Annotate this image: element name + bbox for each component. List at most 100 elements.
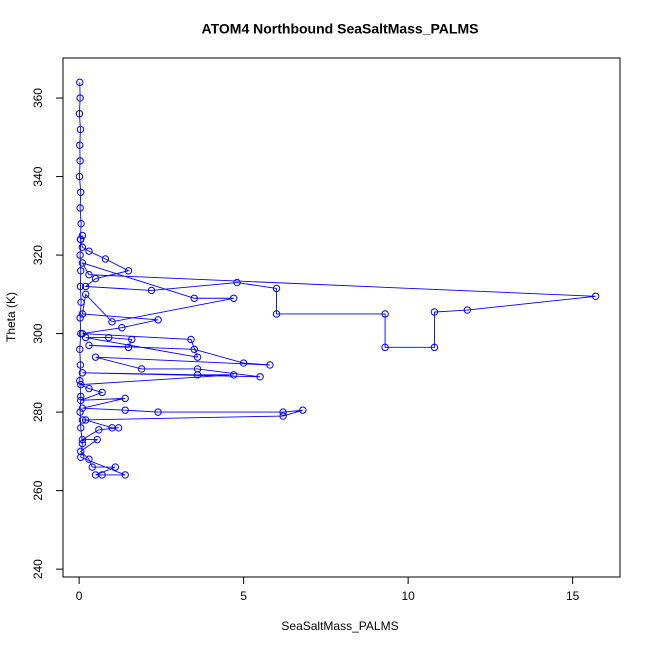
x-tick-label: 15: [566, 589, 580, 603]
data-point: [82, 333, 90, 342]
data-point: [137, 365, 146, 373]
data-point: [91, 274, 100, 283]
data-point: [78, 416, 87, 424]
data-point: [272, 284, 281, 293]
data-point: [256, 373, 264, 381]
data-point: [77, 392, 85, 401]
data-point: [76, 408, 84, 416]
data-point: [279, 408, 287, 416]
data-point: [85, 341, 93, 350]
data-point: [430, 308, 439, 316]
data-point: [98, 471, 106, 479]
data-point: [230, 371, 238, 379]
data-point: [591, 292, 600, 301]
data-point: [105, 333, 113, 342]
data-point: [154, 316, 162, 324]
data-point: [193, 371, 202, 379]
data-point: [128, 335, 136, 344]
data-point: [78, 435, 87, 444]
data-point: [91, 353, 100, 361]
data-point: [85, 455, 93, 463]
data-point: [121, 471, 129, 479]
data-point: [124, 343, 133, 352]
data-point: [233, 278, 241, 287]
data-point: [77, 453, 85, 461]
data-point: [88, 463, 96, 471]
data-point: [76, 345, 84, 353]
data-point: [77, 396, 85, 405]
data-point: [82, 416, 90, 424]
data-point: [78, 231, 87, 240]
data-point: [279, 412, 287, 420]
data-point: [121, 406, 129, 414]
data-point: [76, 78, 84, 87]
data-point: [190, 294, 198, 302]
data-point: [299, 406, 307, 414]
data-point: [75, 110, 84, 118]
y-tick-label: 260: [31, 480, 45, 500]
data-point: [78, 259, 87, 267]
data-point: [76, 361, 85, 369]
data-point: [193, 365, 202, 373]
data-point: [147, 286, 156, 295]
data-point: [77, 424, 85, 432]
y-axis-title: Theta (K): [4, 292, 18, 342]
data-point: [124, 267, 133, 275]
data-point: [463, 306, 472, 314]
y-tick-label: 240: [31, 559, 45, 579]
data-point: [77, 298, 85, 306]
data-line: [78, 82, 596, 476]
data-point: [76, 251, 84, 259]
data-point: [78, 369, 87, 377]
data-point: [381, 310, 389, 318]
data-point: [266, 361, 274, 369]
data-point: [75, 172, 84, 181]
data-point: [82, 290, 90, 299]
data-point: [85, 384, 93, 393]
data-point: [118, 324, 126, 332]
plot-frame: [62, 57, 621, 578]
x-tick-label: 5: [240, 589, 247, 603]
data-point: [95, 426, 103, 434]
data-point: [77, 267, 85, 275]
data-point: [77, 219, 85, 228]
data-point: [76, 314, 84, 322]
data-point: [78, 404, 87, 412]
data-point: [101, 255, 110, 263]
data-point: [272, 310, 281, 318]
data-point: [239, 359, 248, 367]
data-point: [190, 345, 198, 353]
x-axis-title: SeaSaltMass_PALMS: [281, 619, 398, 633]
data-point: [114, 424, 123, 432]
data-point: [78, 243, 87, 251]
data-point: [76, 157, 84, 165]
y-tick-label: 300: [31, 323, 45, 343]
data-point: [76, 377, 84, 385]
data-point: [111, 463, 120, 471]
data-point: [154, 408, 162, 416]
data-point: [193, 353, 202, 361]
data-point: [77, 380, 85, 389]
y-tick-label: 320: [31, 245, 45, 265]
data-point: [187, 335, 195, 344]
y-tick-label: 360: [31, 88, 45, 108]
data-point: [85, 247, 93, 255]
data-point: [85, 271, 93, 279]
y-tick-label: 280: [31, 402, 45, 422]
data-point: [98, 388, 106, 397]
data-point: [77, 447, 85, 456]
data-point: [76, 204, 84, 212]
data-point: [76, 94, 84, 102]
data-point: [430, 343, 439, 352]
data-point: [230, 294, 238, 302]
data-point: [76, 141, 84, 149]
x-tick-label: 10: [401, 589, 415, 603]
data-point: [121, 394, 129, 403]
x-tick-label: 0: [76, 589, 83, 603]
data-point: [77, 235, 85, 244]
data-point: [78, 310, 87, 318]
chart-title: ATOM4 Northbound SeaSaltMass_PALMS: [202, 21, 479, 37]
data-point: [76, 125, 85, 134]
data-point: [381, 343, 389, 352]
